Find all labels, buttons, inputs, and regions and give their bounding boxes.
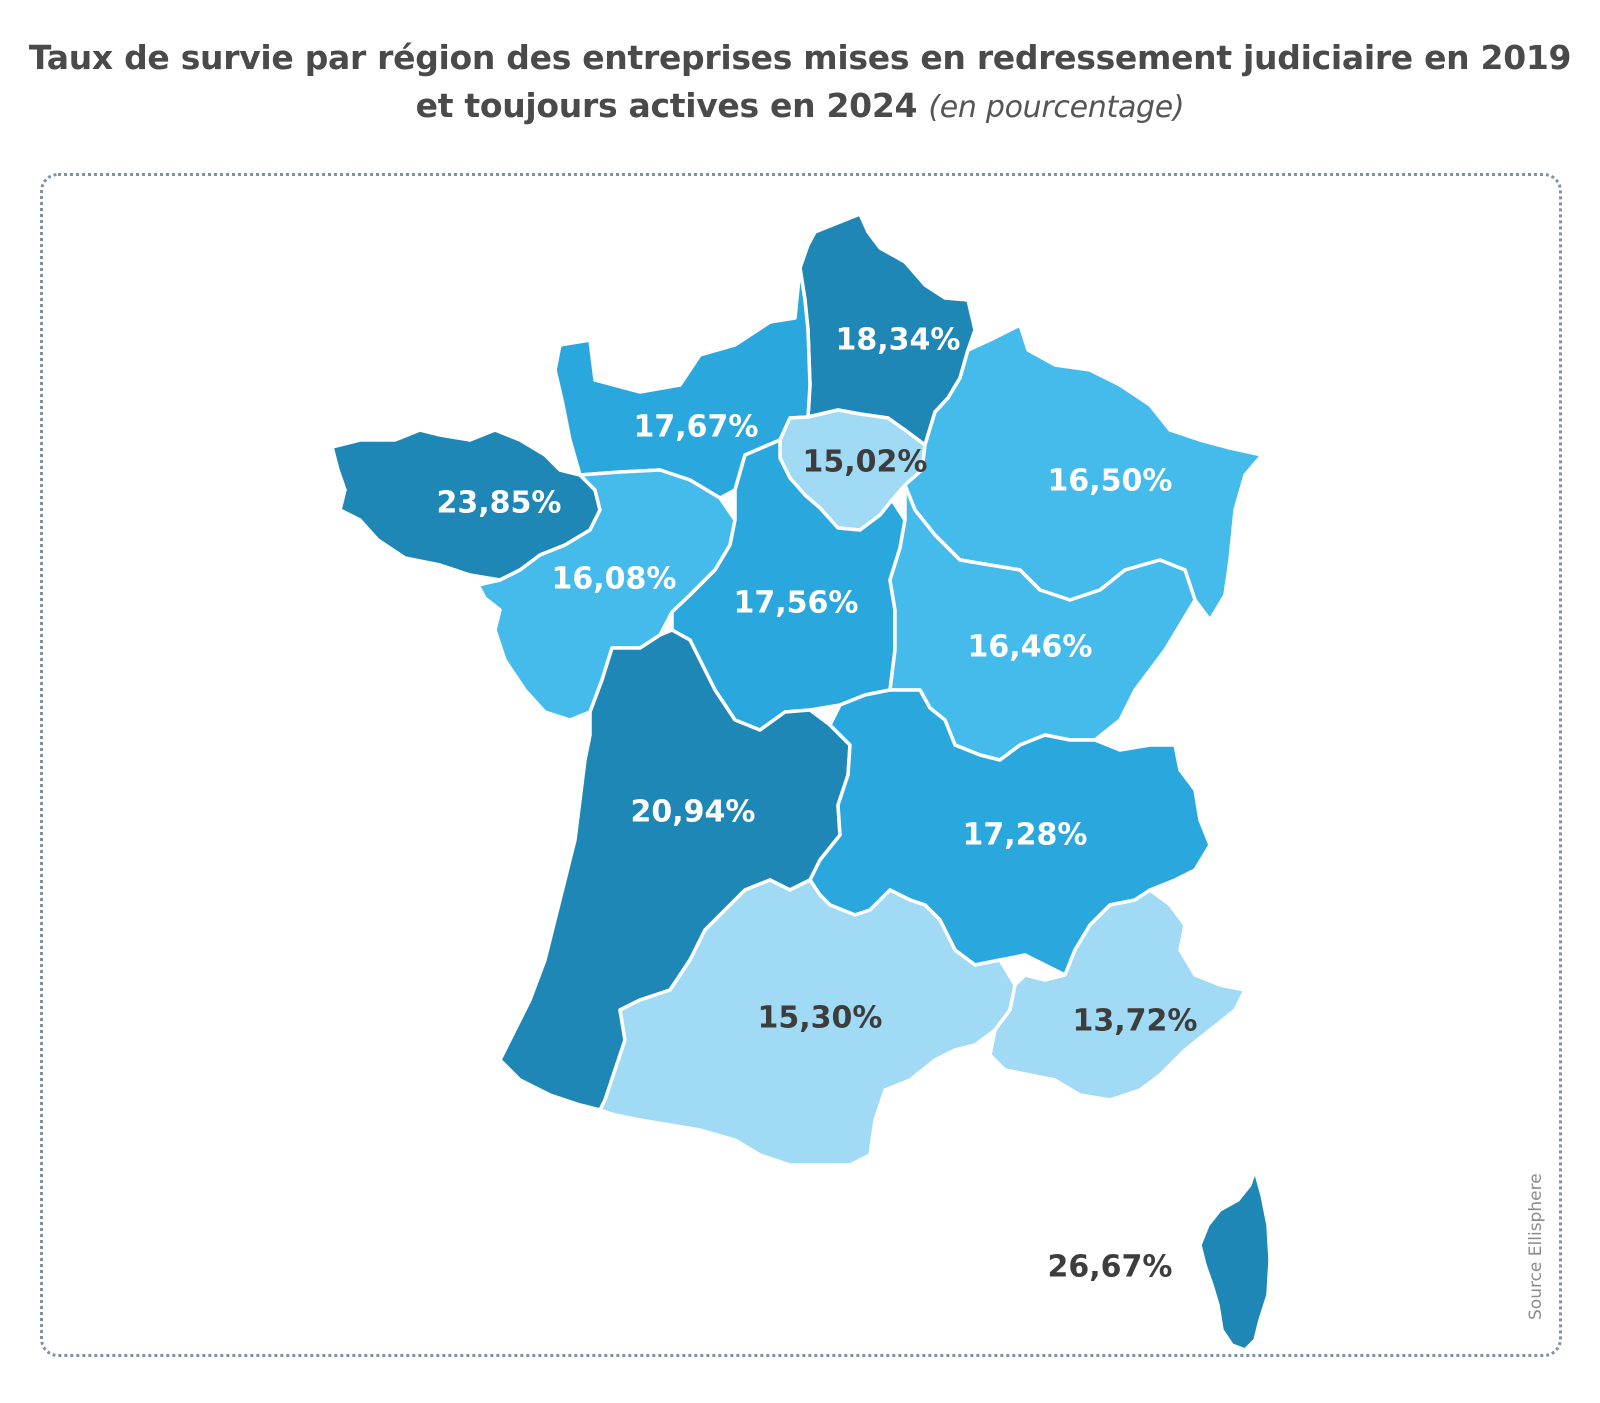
source-note: Source Ellisphere — [1526, 1173, 1546, 1320]
label-occitanie: 15,30% — [758, 1001, 883, 1036]
label-bourgogne-franche-comte: 16,46% — [968, 630, 1093, 665]
label-auvergne-rhone-alpes: 17,28% — [963, 818, 1088, 853]
label-paca: 13,72% — [1073, 1004, 1198, 1039]
label-pays-de-la-loire: 16,08% — [552, 562, 677, 597]
title-line-2: et toujours actives en 2024 (en pourcent… — [0, 82, 1600, 132]
title-line-1: Taux de survie par région des entreprise… — [28, 38, 1572, 77]
label-nouvelle-aquitaine: 20,94% — [631, 795, 756, 830]
title-subtitle: (en pourcentage) — [928, 90, 1185, 125]
label-normandie: 17,67% — [634, 410, 759, 445]
region-corse — [1198, 1168, 1272, 1352]
title-line-2-text: et toujours actives en 2024 — [415, 86, 918, 125]
region-bourgogne-franche-comte — [888, 483, 1197, 762]
label-grand-est: 16,50% — [1048, 464, 1173, 499]
map-title: Taux de survie par région des entreprise… — [0, 34, 1600, 132]
label-hauts-de-france: 18,34% — [836, 323, 961, 358]
region-paca — [988, 888, 1247, 1102]
label-ile-de-france: 15,02% — [803, 445, 928, 480]
label-bretagne: 23,85% — [437, 486, 562, 521]
label-centre-val-de-loire: 17,56% — [734, 586, 859, 621]
label-corse: 26,67% — [1048, 1250, 1173, 1285]
map-frame — [40, 173, 1562, 1357]
